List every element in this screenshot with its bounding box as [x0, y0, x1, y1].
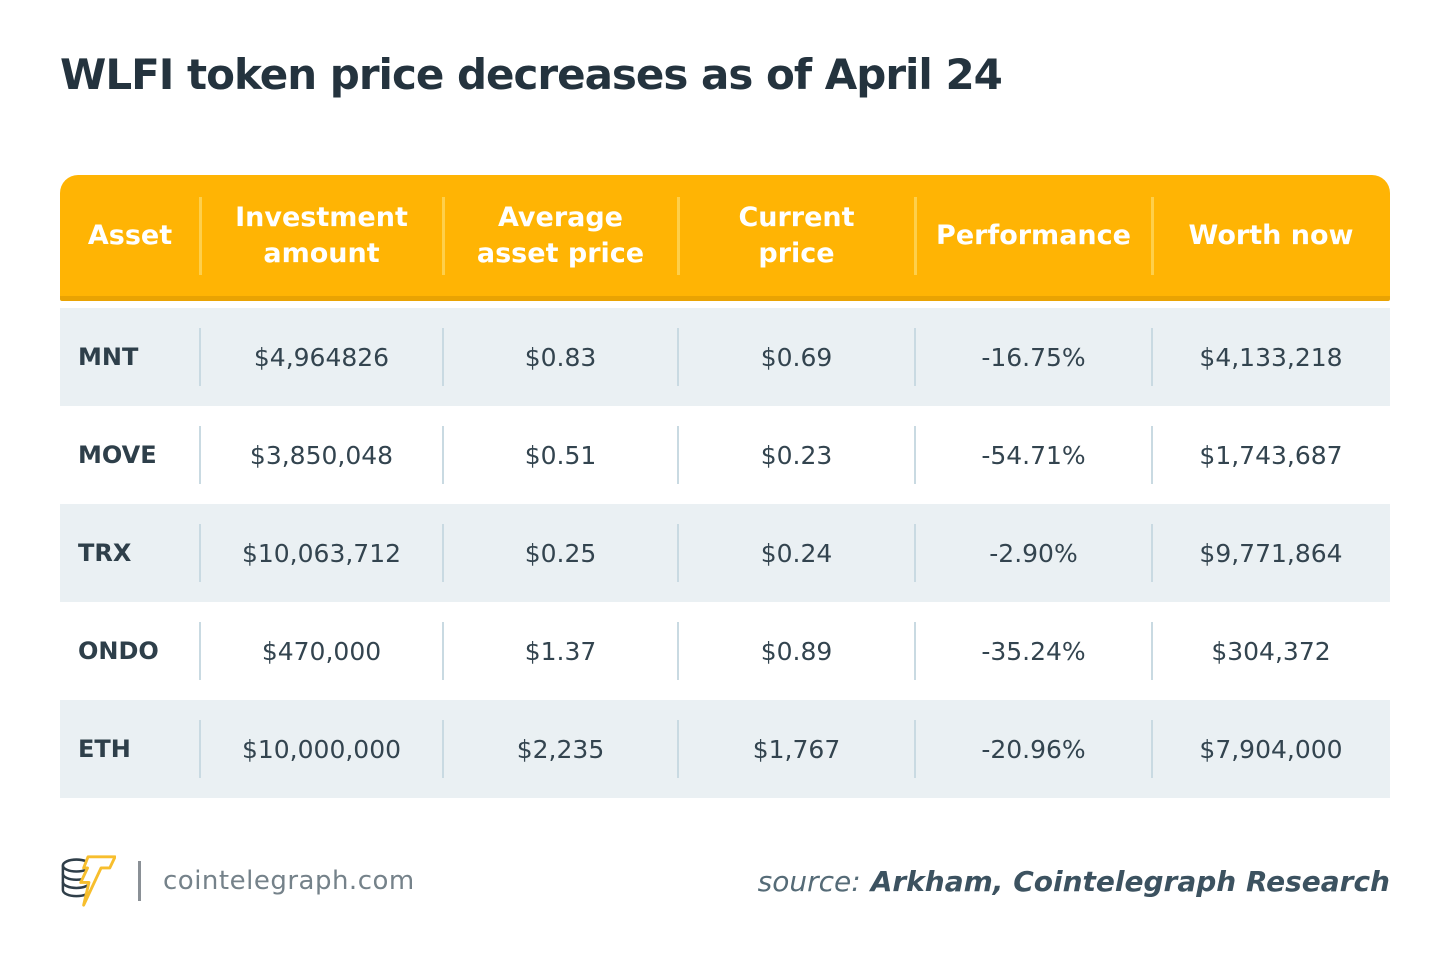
worth-now-cell: $9,771,864	[1152, 504, 1390, 602]
performance-cell: -16.75%	[915, 308, 1152, 406]
investment-cell: $4,964826	[200, 308, 443, 406]
cointelegraph-brand: cointelegraph.com	[60, 852, 415, 910]
current-price-cell: $0.23	[678, 406, 915, 504]
avg-price-cell: $0.25	[443, 504, 678, 602]
performance-cell: -20.96%	[915, 700, 1152, 798]
avg-price-cell: $2,235	[443, 700, 678, 798]
table-body: MNT $4,964826 $0.83 $0.69 -16.75% $4,133…	[60, 308, 1390, 798]
avg-price-cell: $0.51	[443, 406, 678, 504]
investment-cell: $3,850,048	[200, 406, 443, 504]
site-url: cointelegraph.com	[163, 866, 415, 896]
worth-now-cell: $304,372	[1152, 602, 1390, 700]
asset-cell: ETH	[78, 735, 131, 763]
column-header-investment-amount: Investment amount	[200, 175, 443, 296]
table-header-row: Asset Investment amount Average asset pr…	[60, 175, 1390, 301]
asset-cell: MOVE	[78, 441, 157, 469]
column-header-performance: Performance	[915, 175, 1152, 296]
column-header-asset: Asset	[87, 219, 173, 251]
avg-price-cell: $0.83	[443, 308, 678, 406]
worth-now-cell: $4,133,218	[1152, 308, 1390, 406]
table-row-trx: TRX $10,063,712 $0.25 $0.24 -2.90% $9,77…	[60, 504, 1390, 602]
worth-now-cell: $1,743,687	[1152, 406, 1390, 504]
current-price-cell: $1,767	[678, 700, 915, 798]
column-header-average-asset-price: Average asset price	[443, 175, 678, 296]
table-row-ondo: ONDO $470,000 $1.37 $0.89 -35.24% $304,3…	[60, 602, 1390, 700]
page-title: WLFI token price decreases as of April 2…	[60, 50, 1003, 99]
price-table: Asset Investment amount Average asset pr…	[60, 175, 1390, 798]
source-credit: source: Arkham, Cointelegraph Research	[758, 865, 1390, 898]
investment-cell: $470,000	[200, 602, 443, 700]
performance-cell: -2.90%	[915, 504, 1152, 602]
worth-now-cell: $7,904,000	[1152, 700, 1390, 798]
investment-cell: $10,063,712	[200, 504, 443, 602]
investment-cell: $10,000,000	[200, 700, 443, 798]
source-label: source:	[757, 864, 861, 898]
column-header-current-price: Current price	[678, 175, 915, 296]
current-price-cell: $0.24	[678, 504, 915, 602]
table-row-eth: ETH $10,000,000 $2,235 $1,767 -20.96% $7…	[60, 700, 1390, 798]
performance-cell: -54.71%	[915, 406, 1152, 504]
performance-cell: -35.24%	[915, 602, 1152, 700]
table-row-move: MOVE $3,850,048 $0.51 $0.23 -54.71% $1,7…	[60, 406, 1390, 504]
avg-price-cell: $1.37	[443, 602, 678, 700]
asset-cell: MNT	[78, 343, 139, 371]
table-row-mnt: MNT $4,964826 $0.83 $0.69 -16.75% $4,133…	[60, 308, 1390, 406]
current-price-cell: $0.89	[678, 602, 915, 700]
column-header-worth-now: Worth now	[1152, 175, 1390, 296]
asset-cell: TRX	[78, 539, 132, 567]
brand-divider	[138, 861, 141, 901]
current-price-cell: $0.69	[678, 308, 915, 406]
footer: cointelegraph.com source: Arkham, Cointel…	[60, 848, 1390, 914]
asset-cell: ONDO	[78, 637, 159, 665]
source-value: Arkham, Cointelegraph Research	[870, 864, 1390, 898]
cointelegraph-logo-icon	[61, 855, 116, 907]
